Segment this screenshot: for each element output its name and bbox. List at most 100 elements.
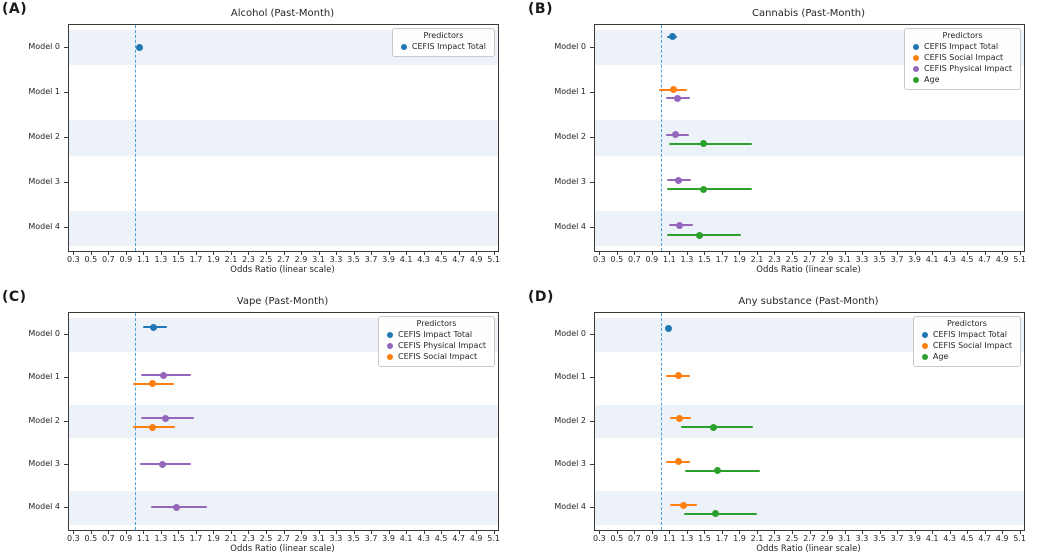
x-tick-label: 3.1 <box>838 255 851 264</box>
x-tick-label: 0.5 <box>610 534 624 543</box>
x-tick-label: 4.7 <box>452 534 465 543</box>
row-band <box>69 491 498 526</box>
reference-line <box>134 25 136 251</box>
legend-box: Predictors CEFIS Impact Total <box>391 28 495 57</box>
y-tick-mark <box>590 91 594 93</box>
confidence-interval <box>666 188 752 191</box>
x-tick-label: 1.1 <box>137 534 150 543</box>
x-tick-label: 0.9 <box>119 255 133 264</box>
x-tick-mark <box>301 530 302 534</box>
x-tick-label: 1.9 <box>733 255 746 264</box>
plot-area-alcohol: 0.3 0.5 0.7 0.9 1.1 1.3 1.5 1.7 1.9 2.1 2.3 2.5 2.7 2… <box>67 24 500 264</box>
panel-label-b: (B) <box>528 1 553 17</box>
legend-item: CEFIS Physical Impact <box>913 63 1012 74</box>
x-tick-label: 3.9 <box>908 255 921 264</box>
point-estimate-dot <box>712 510 720 518</box>
x-tick-mark <box>809 251 811 255</box>
x-tick-label: 5.1 <box>487 534 500 543</box>
x-tick-label: 2.1 <box>750 255 764 264</box>
legend-title: Predictors <box>942 31 983 40</box>
legend-swatch-icon <box>913 65 920 72</box>
x-tick-mark <box>160 530 162 534</box>
x-tick-label: 4.9 <box>995 534 1009 543</box>
x-tick-mark <box>441 530 443 534</box>
x-tick-label: 2.9 <box>820 534 834 543</box>
y-tick-mark <box>64 463 68 465</box>
x-axis-label: Odds Ratio (linear scale) <box>230 265 335 275</box>
x-tick-label: 3.3 <box>329 534 343 543</box>
x-tick-label: 3.5 <box>873 255 886 264</box>
x-tick-mark <box>73 251 75 255</box>
x-tick-label: 1.9 <box>207 534 220 543</box>
x-tick-mark <box>353 530 355 534</box>
y-tick-label: Model 1 <box>554 86 586 96</box>
x-tick-mark <box>371 530 373 534</box>
x-tick-label: 3.7 <box>364 255 378 264</box>
y-tick-label: Model 4 <box>554 502 586 512</box>
x-tick-mark <box>756 251 758 255</box>
x-tick-label: 2.1 <box>224 255 238 264</box>
x-tick-label: 2.7 <box>277 255 290 264</box>
x-tick-mark <box>108 530 110 534</box>
x-tick-label: 4.3 <box>943 534 956 543</box>
legend-swatch-icon <box>387 353 394 360</box>
legend-swatch-icon <box>913 43 920 50</box>
x-tick-label: 2.5 <box>785 255 799 264</box>
x-tick-mark <box>493 530 495 534</box>
x-tick-mark <box>353 251 355 255</box>
x-tick-label: 1.7 <box>189 534 203 543</box>
x-tick-label: 0.3 <box>67 255 80 264</box>
confidence-interval <box>680 426 754 429</box>
x-tick-mark <box>423 251 425 255</box>
x-tick-label: 3.3 <box>329 255 343 264</box>
legend-label: CEFIS Impact Total <box>924 42 999 51</box>
x-tick-label: 1.5 <box>172 255 185 264</box>
legend-label: CEFIS Social Impact <box>398 352 478 361</box>
x-tick-mark <box>318 251 320 255</box>
x-tick-label: 2.7 <box>277 534 290 543</box>
x-tick-mark <box>984 251 986 255</box>
point-estimate-dot <box>160 371 168 379</box>
x-tick-label: 2.3 <box>242 534 255 543</box>
row-band <box>69 120 498 156</box>
legend-item: CEFIS Impact Total <box>913 41 1012 52</box>
x-tick-mark <box>827 251 828 255</box>
x-tick-mark <box>248 251 250 255</box>
panel-label-d: (D) <box>528 289 554 305</box>
x-tick-label: 4.7 <box>452 255 465 264</box>
x-tick-label: 0.5 <box>84 255 98 264</box>
x-tick-label: 1.9 <box>207 255 220 264</box>
y-tick-label: Model 1 <box>28 86 60 96</box>
x-tick-label: 0.9 <box>119 534 133 543</box>
x-tick-label: 1.1 <box>137 255 150 264</box>
x-tick-mark <box>73 530 75 534</box>
confidence-interval <box>684 512 757 515</box>
legend-box: Predictors CEFIS Impact Total CEFIS Social… <box>904 28 1021 90</box>
y-tick-mark <box>590 182 594 184</box>
x-tick-label: 2.3 <box>768 255 781 264</box>
x-tick-mark <box>388 530 390 534</box>
row-band <box>69 404 498 439</box>
panel-alcohol: (A) Alcohol (Past-Month) 0.3 0.5 0.7 0.9 1.1… <box>0 0 526 278</box>
x-tick-mark <box>967 251 969 255</box>
y-tick-mark <box>64 377 68 379</box>
x-tick-mark <box>599 530 601 534</box>
x-tick-mark <box>844 530 846 534</box>
y-tick-label: Model 1 <box>554 372 586 382</box>
x-tick-mark <box>791 251 793 255</box>
x-tick-mark <box>862 251 864 255</box>
y-tick-label: Model 1 <box>28 372 60 382</box>
legend-label: CEFIS Physical Impact <box>398 341 486 350</box>
x-tick-label: 3.5 <box>873 534 886 543</box>
plot-area-vape: 0.3 0.5 0.7 0.9 1.1 1.3 1.5 1.7 1.9 2.1 2.3 2.5 2.7 2… <box>67 312 500 543</box>
x-tick-label: 0.7 <box>628 534 641 543</box>
legend-label: CEFIS Physical Impact <box>924 64 1012 73</box>
legend-item: CEFIS Social Impact <box>387 351 486 362</box>
y-tick-label: Model 3 <box>28 177 60 187</box>
point-estimate-dot <box>673 94 681 102</box>
y-tick-mark <box>590 227 594 229</box>
plot-title-alcohol: Alcohol (Past-Month) <box>230 8 335 19</box>
x-tick-label: 3.9 <box>382 255 395 264</box>
x-tick-label: 4.9 <box>469 534 483 543</box>
x-tick-mark <box>458 530 460 534</box>
